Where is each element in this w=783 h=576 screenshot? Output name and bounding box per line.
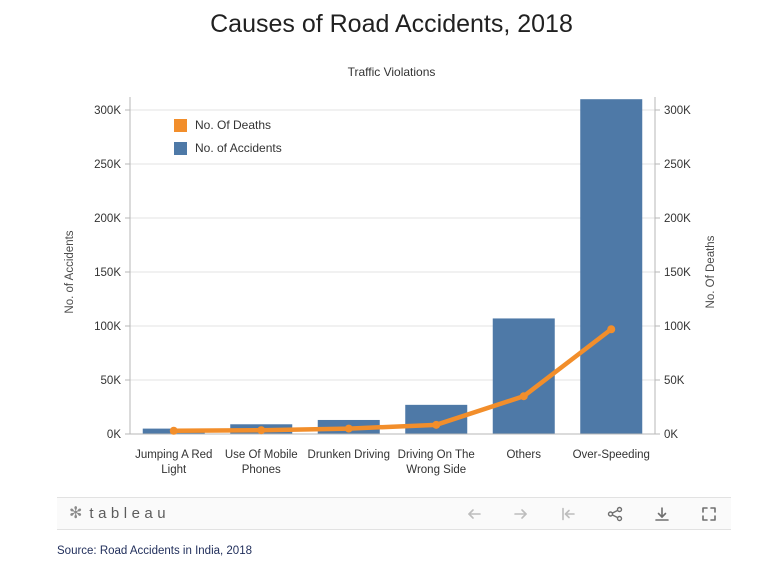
category-label[interactable]: Driving On The Wrong Side bbox=[397, 449, 475, 476]
download-button[interactable] bbox=[652, 504, 672, 524]
combo-chart[interactable]: 0K 0K 50K 50K 100K 100K 150K 150K 200K 200K 250K 25… bbox=[0, 57, 783, 452]
download-icon bbox=[653, 505, 671, 523]
line-point[interactable] bbox=[432, 420, 441, 429]
right-axis-title: No. Of Deaths bbox=[705, 235, 717, 308]
left-tick-label: 300K bbox=[94, 105, 121, 117]
line-point[interactable] bbox=[607, 325, 616, 334]
line-point[interactable] bbox=[344, 424, 353, 433]
toolbar-actions bbox=[464, 504, 719, 524]
left-tick-label: 100K bbox=[94, 321, 121, 333]
right-tick-label: 100K bbox=[664, 321, 691, 333]
legend-label-accidents: No. of Accidents bbox=[195, 141, 282, 155]
share-button[interactable] bbox=[605, 504, 625, 524]
left-tick-label: 50K bbox=[101, 375, 122, 387]
x-axis-labels: Jumping A Red Light Use Of Mobile Phones D… bbox=[0, 448, 783, 492]
category-label[interactable]: Others bbox=[506, 449, 541, 461]
left-tick-label: 150K bbox=[94, 267, 121, 279]
redo-icon bbox=[512, 505, 530, 523]
accidents-legend-swatch bbox=[174, 141, 187, 155]
bar-mark[interactable] bbox=[580, 99, 643, 434]
left-tick-label: 250K bbox=[94, 159, 121, 171]
redo-button[interactable] bbox=[511, 504, 531, 524]
fullscreen-button[interactable] bbox=[699, 504, 719, 524]
tableau-logo-icon: ✻ bbox=[69, 504, 83, 522]
category-label[interactable]: Jumping A Red Light bbox=[135, 449, 213, 476]
source-note: Source: Road Accidents in India, 2018 bbox=[57, 545, 252, 557]
category-label[interactable]: Use Of Mobile Phones bbox=[224, 449, 298, 476]
tableau-logo-text: tableau bbox=[89, 505, 171, 522]
share-icon bbox=[606, 505, 624, 523]
undo-button[interactable] bbox=[464, 504, 484, 524]
chart-subtitle: Traffic Violations bbox=[347, 65, 436, 79]
legend-label-deaths: No. Of Deaths bbox=[195, 118, 272, 132]
legend: No. Of Deaths No. of Accidents bbox=[174, 118, 282, 155]
left-axis-title: No. of Accidents bbox=[64, 230, 76, 313]
right-tick-label: 300K bbox=[664, 105, 691, 117]
line-point[interactable] bbox=[169, 426, 178, 435]
bar-mark[interactable] bbox=[492, 318, 555, 434]
reset-icon bbox=[559, 505, 577, 523]
fullscreen-icon bbox=[700, 505, 718, 523]
legend-item-deaths[interactable]: No. Of Deaths bbox=[174, 118, 282, 132]
category-label[interactable]: Over-Speeding bbox=[572, 449, 650, 461]
tableau-toolbar: ✻ tableau bbox=[57, 497, 731, 530]
right-tick-label: 150K bbox=[664, 267, 691, 279]
category-label[interactable]: Drunken Driving bbox=[307, 449, 390, 461]
right-tick-label: 250K bbox=[664, 159, 691, 171]
line-mark[interactable] bbox=[171, 326, 614, 434]
left-tick-label: 0K bbox=[107, 429, 121, 441]
reset-button[interactable] bbox=[558, 504, 578, 524]
deaths-legend-swatch bbox=[174, 118, 187, 132]
legend-item-accidents[interactable]: No. of Accidents bbox=[174, 141, 282, 155]
line-point[interactable] bbox=[257, 426, 266, 435]
left-tick-label: 200K bbox=[94, 213, 121, 225]
right-tick-label: 50K bbox=[664, 375, 685, 387]
page-title: Causes of Road Accidents, 2018 bbox=[210, 10, 573, 38]
right-tick-label: 0K bbox=[664, 429, 678, 441]
undo-icon bbox=[465, 505, 483, 523]
tableau-logo[interactable]: ✻ tableau bbox=[69, 505, 170, 522]
right-tick-label: 200K bbox=[664, 213, 691, 225]
line-point[interactable] bbox=[519, 392, 528, 401]
